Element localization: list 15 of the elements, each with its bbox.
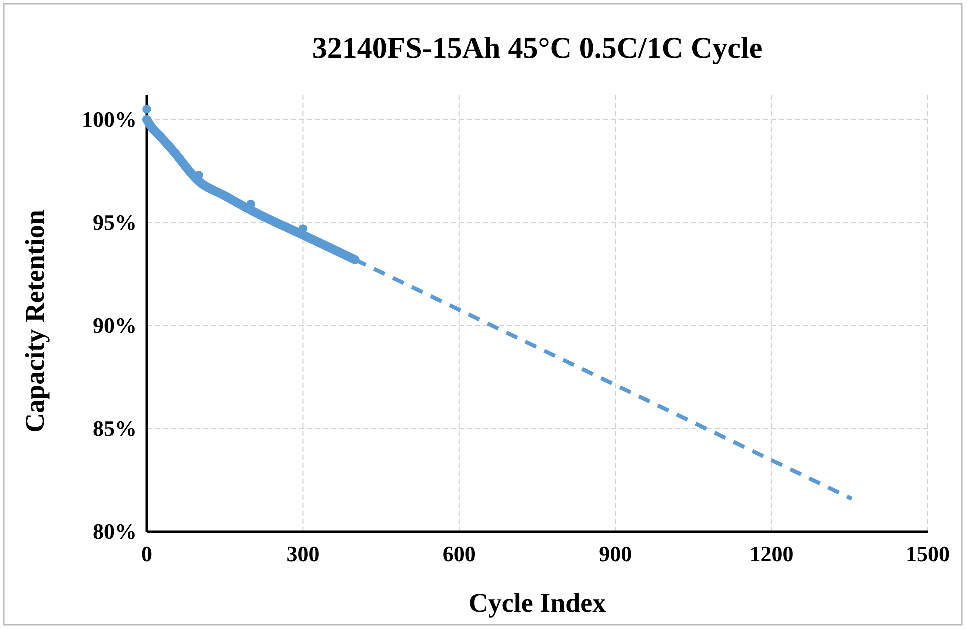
- y-tick-label: 80%: [93, 519, 137, 544]
- y-tick-label: 100%: [82, 106, 137, 132]
- x-tick-label: 600: [442, 542, 476, 567]
- x-tick-label: 900: [599, 542, 632, 567]
- x-tick-label: 300: [286, 542, 320, 567]
- x-tick-label: 1500: [906, 542, 950, 567]
- y-tick-label: 95%: [93, 210, 137, 235]
- y-tick-label: 90%: [93, 312, 137, 338]
- point: [142, 105, 152, 114]
- x-tick-label: 0: [142, 542, 152, 567]
- x-tick-label: 1200: [750, 542, 794, 567]
- y-axis-title: Capacity Retention: [20, 210, 50, 433]
- x-axis-title: Cycle Index: [468, 588, 607, 618]
- chart-title: 32140FS-15Ah 45°C 0.5C/1C Cycle: [312, 32, 763, 65]
- y-tick-label: 85%: [93, 416, 137, 441]
